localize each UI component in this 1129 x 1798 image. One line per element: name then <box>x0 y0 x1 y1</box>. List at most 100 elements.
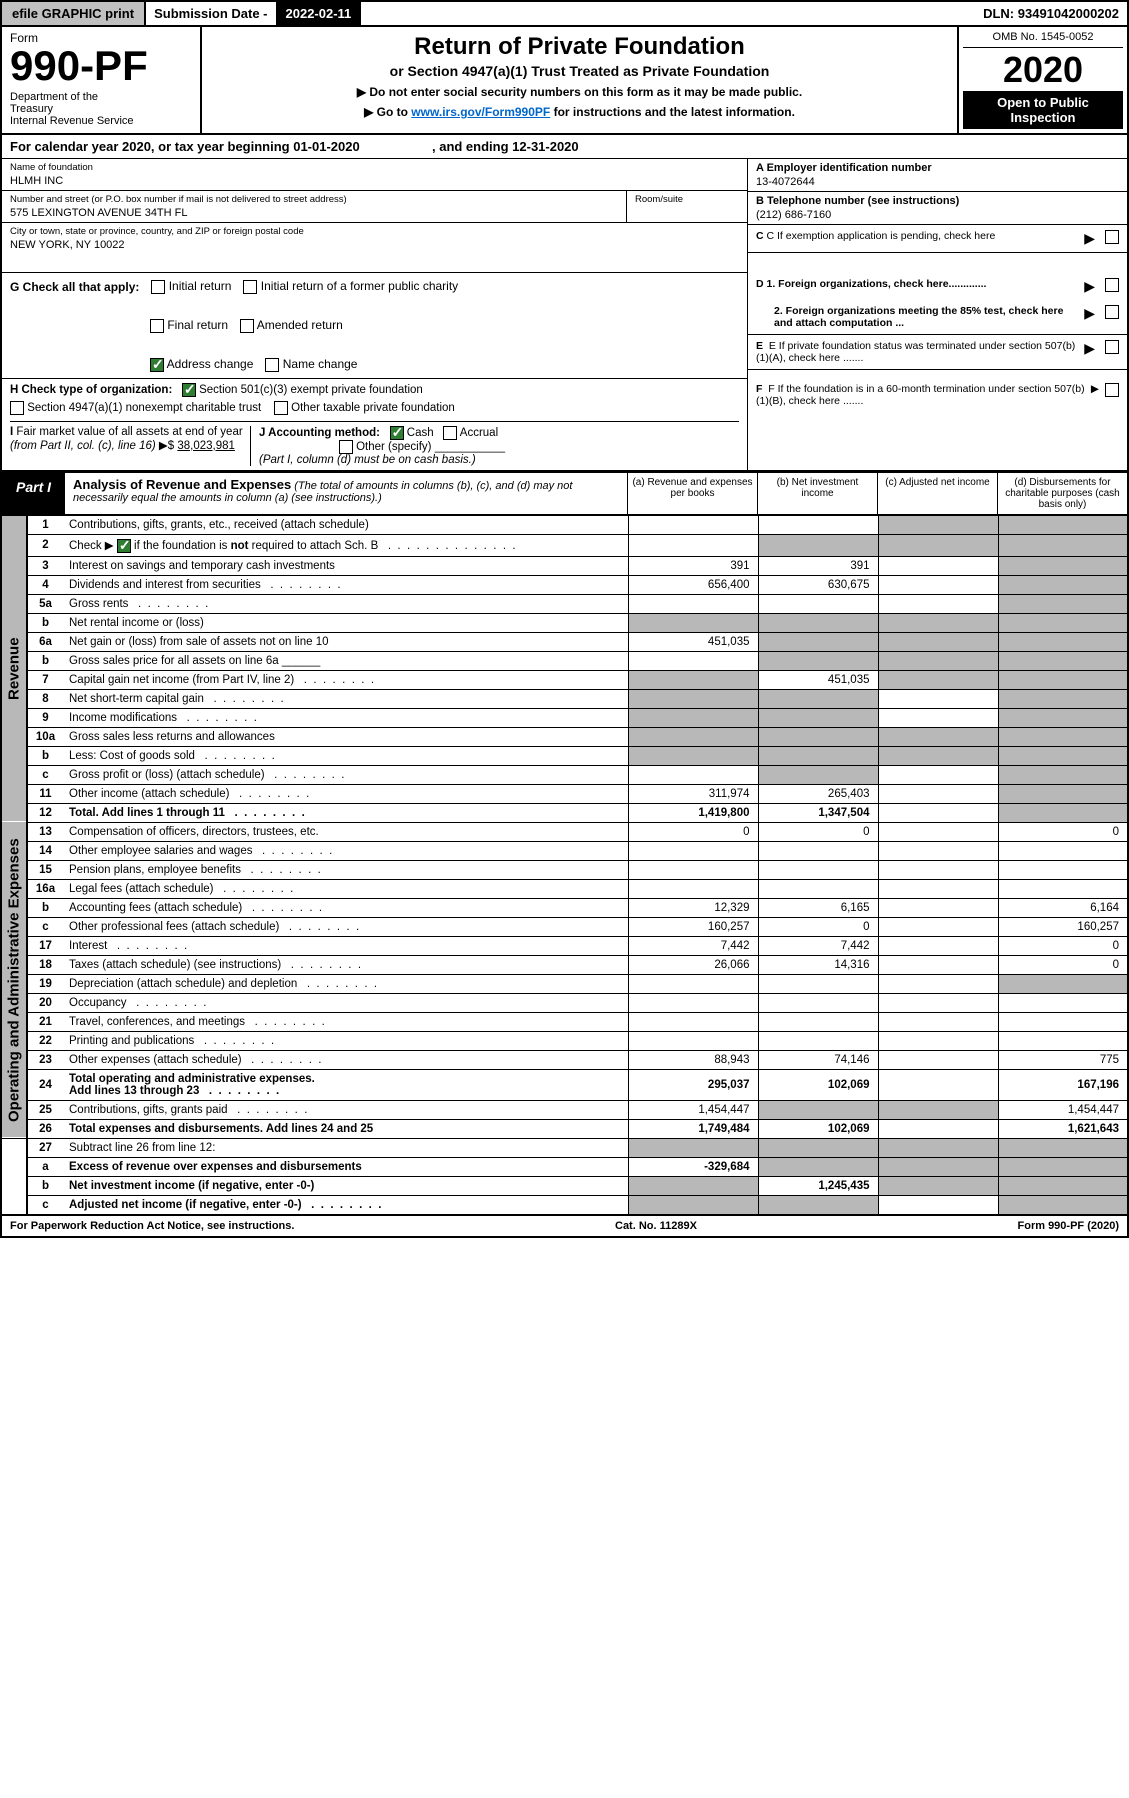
cb-initial-return[interactable] <box>151 280 165 294</box>
table-cell <box>878 974 998 993</box>
col-d-head: (d) Disbursements for charitable purpose… <box>997 473 1127 514</box>
table-cell <box>878 651 998 670</box>
table-cell: 1,454,447 <box>998 1100 1128 1119</box>
cb-name-change[interactable] <box>265 358 279 372</box>
d1-label: D 1. Foreign organizations, check here..… <box>756 278 986 290</box>
table-cell: 74,146 <box>758 1050 878 1069</box>
cb-501c3[interactable] <box>182 383 196 397</box>
table-cell <box>878 515 998 534</box>
instruct-2: ▶ Go to www.irs.gov/Form990PF for instru… <box>212 105 947 119</box>
line-number: c <box>27 765 63 784</box>
table-row: 26Total expenses and disbursements. Add … <box>1 1119 1128 1138</box>
table-cell <box>758 613 878 632</box>
j-accrual: Accrual <box>460 427 498 439</box>
line-desc: Total. Add lines 1 through 11 . . . . . … <box>63 803 628 822</box>
cb-amended[interactable] <box>240 319 254 333</box>
line-desc: Taxes (attach schedule) (see instruction… <box>63 955 628 974</box>
line-number: 12 <box>27 803 63 822</box>
g-check-row: G Check all that apply: Initial return I… <box>2 273 747 378</box>
line-desc: Adjusted net income (if negative, enter … <box>63 1195 628 1214</box>
line-number: 15 <box>27 860 63 879</box>
table-cell <box>998 993 1128 1012</box>
table-cell: -329,684 <box>628 1157 758 1176</box>
dln-value: 93491042000202 <box>1018 6 1119 21</box>
table-cell <box>998 860 1128 879</box>
cb-final-return[interactable] <box>150 319 164 333</box>
table-cell: 451,035 <box>758 670 878 689</box>
table-cell: 12,329 <box>628 898 758 917</box>
line-number: 17 <box>27 936 63 955</box>
form990pf-link[interactable]: www.irs.gov/Form990PF <box>411 105 550 119</box>
foundation-name-cell: Name of foundation HLMH INC <box>2 159 747 191</box>
cb-other-tax[interactable] <box>274 401 288 415</box>
ein: 13-4072644 <box>756 176 1119 188</box>
table-cell <box>628 1031 758 1050</box>
check-e: E E If private foundation status was ter… <box>748 335 1127 370</box>
table-cell <box>878 1195 998 1214</box>
line-desc: Other professional fees (attach schedule… <box>63 917 628 936</box>
j-label: J Accounting method: <box>259 427 380 439</box>
cb-other-method[interactable] <box>339 440 353 454</box>
table-cell <box>878 613 998 632</box>
table-cell: 0 <box>758 822 878 841</box>
table-cell <box>878 803 998 822</box>
table-row: 14Other employee salaries and wages . . … <box>1 841 1128 860</box>
line-desc: Legal fees (attach schedule) . . . . . .… <box>63 879 628 898</box>
table-cell <box>628 1176 758 1195</box>
table-cell <box>998 708 1128 727</box>
table-cell <box>878 632 998 651</box>
table-cell: 167,196 <box>998 1069 1128 1100</box>
table-cell <box>998 534 1128 556</box>
omb-number: OMB No. 1545-0052 <box>963 31 1123 48</box>
table-cell: 26,066 <box>628 955 758 974</box>
table-cell: 102,069 <box>758 1069 878 1100</box>
table-cell <box>878 917 998 936</box>
table-cell: 1,419,800 <box>628 803 758 822</box>
info-grid-gd: G Check all that apply: Initial return I… <box>0 273 1129 378</box>
line-desc: Pension plans, employee benefits . . . .… <box>63 860 628 879</box>
table-cell <box>998 841 1128 860</box>
line-number: 13 <box>27 822 63 841</box>
table-cell <box>758 632 878 651</box>
table-row: aExcess of revenue over expenses and dis… <box>1 1157 1128 1176</box>
table-row: bAccounting fees (attach schedule) . . .… <box>1 898 1128 917</box>
cb-address-change[interactable] <box>150 358 164 372</box>
table-cell: 88,943 <box>628 1050 758 1069</box>
cb-initial-public[interactable] <box>243 280 257 294</box>
table-cell: 160,257 <box>628 917 758 936</box>
checkbox-d2[interactable] <box>1105 305 1119 319</box>
form-header: Form 990-PF Department of theTreasuryInt… <box>0 27 1129 135</box>
table-cell <box>998 594 1128 613</box>
table-row: 23Other expenses (attach schedule) . . .… <box>1 1050 1128 1069</box>
table-row: 24Total operating and administrative exp… <box>1 1069 1128 1100</box>
table-cell <box>878 1119 998 1138</box>
line-number: b <box>27 651 63 670</box>
checkbox-e[interactable] <box>1105 340 1119 354</box>
dln-label: DLN: <box>983 6 1018 21</box>
table-cell <box>758 1031 878 1050</box>
table-cell <box>878 670 998 689</box>
checkbox-c[interactable] <box>1105 230 1119 244</box>
sidelabel-revenue: Revenue <box>1 515 27 822</box>
checkbox-f[interactable] <box>1105 383 1119 397</box>
table-cell <box>998 1012 1128 1031</box>
table-row: 27Subtract line 26 from line 12: <box>1 1138 1128 1157</box>
cb-accrual[interactable] <box>443 426 457 440</box>
submission-label: Submission Date - <box>146 2 275 25</box>
table-cell <box>878 1157 998 1176</box>
table-row: 2Check ▶ if the foundation is not requir… <box>1 534 1128 556</box>
table-cell <box>878 1069 998 1100</box>
checkbox-d1[interactable] <box>1105 278 1119 292</box>
line-desc: Subtract line 26 from line 12: <box>63 1138 628 1157</box>
table-cell: 0 <box>998 936 1128 955</box>
cb-4947[interactable] <box>10 401 24 415</box>
arrow-icon: ▶ <box>1091 383 1099 395</box>
cb-sch-b[interactable] <box>117 539 131 553</box>
line-desc: Capital gain net income (from Part IV, l… <box>63 670 628 689</box>
table-cell: 391 <box>628 556 758 575</box>
line-desc: Other employee salaries and wages . . . … <box>63 841 628 860</box>
table-cell <box>758 651 878 670</box>
efile-print-button[interactable]: efile GRAPHIC print <box>2 2 146 25</box>
table-row: Revenue1Contributions, gifts, grants, et… <box>1 515 1128 534</box>
cb-cash[interactable] <box>390 426 404 440</box>
